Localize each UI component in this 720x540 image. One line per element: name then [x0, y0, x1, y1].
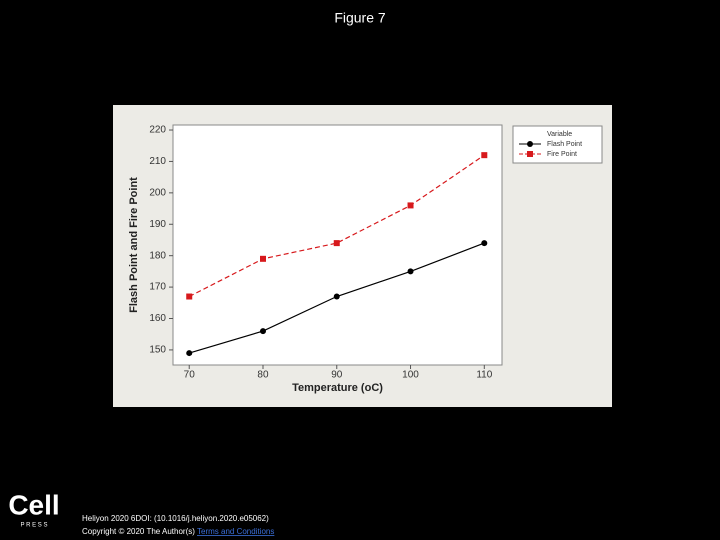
- terms-link[interactable]: Terms and Conditions: [197, 527, 274, 536]
- legend-label: Flash Point: [547, 141, 582, 148]
- logo-sub: P R E S S: [21, 523, 48, 529]
- legend-title: Variable: [547, 131, 572, 138]
- data-point: [407, 268, 414, 275]
- y-tick-label: 170: [149, 282, 166, 293]
- legend-marker: [527, 141, 533, 147]
- x-tick-label: 80: [257, 370, 269, 381]
- logo: Cell: [8, 489, 59, 520]
- x-tick-label: 100: [402, 370, 419, 381]
- data-point: [481, 152, 488, 159]
- data-point: [259, 328, 266, 335]
- x-tick-label: 70: [184, 370, 196, 381]
- y-tick-label: 190: [149, 219, 166, 230]
- citation: Heliyon 2020 6DOI: (10.1016/j.heliyon.20…: [82, 514, 269, 523]
- x-axis-title: Temperature (oC): [292, 382, 383, 394]
- y-tick-label: 210: [149, 156, 166, 167]
- y-tick-label: 160: [149, 313, 166, 324]
- data-point: [259, 255, 266, 262]
- slide-title: Figure 7: [334, 10, 386, 26]
- x-tick-label: 90: [331, 370, 343, 381]
- data-point: [333, 293, 340, 300]
- y-tick-label: 220: [149, 125, 166, 136]
- y-axis-title: Flash Point and Fire Point: [128, 177, 140, 313]
- data-point: [186, 350, 193, 357]
- copyright: Copyright © 2020 The Author(s) Terms and…: [82, 527, 274, 536]
- x-tick-label: 110: [476, 370, 492, 381]
- y-tick-label: 180: [149, 250, 166, 261]
- data-point: [407, 202, 414, 209]
- y-tick-label: 200: [149, 187, 166, 198]
- data-point: [186, 293, 193, 300]
- legend-marker: [527, 151, 533, 157]
- legend-label: Fire Point: [547, 151, 577, 158]
- y-tick-label: 150: [149, 345, 166, 356]
- copyright-text: Copyright © 2020 The Author(s): [82, 527, 195, 536]
- data-point: [481, 240, 488, 247]
- data-point: [333, 240, 340, 247]
